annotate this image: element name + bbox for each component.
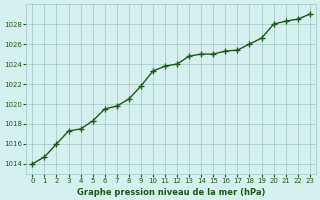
X-axis label: Graphe pression niveau de la mer (hPa): Graphe pression niveau de la mer (hPa): [77, 188, 265, 197]
